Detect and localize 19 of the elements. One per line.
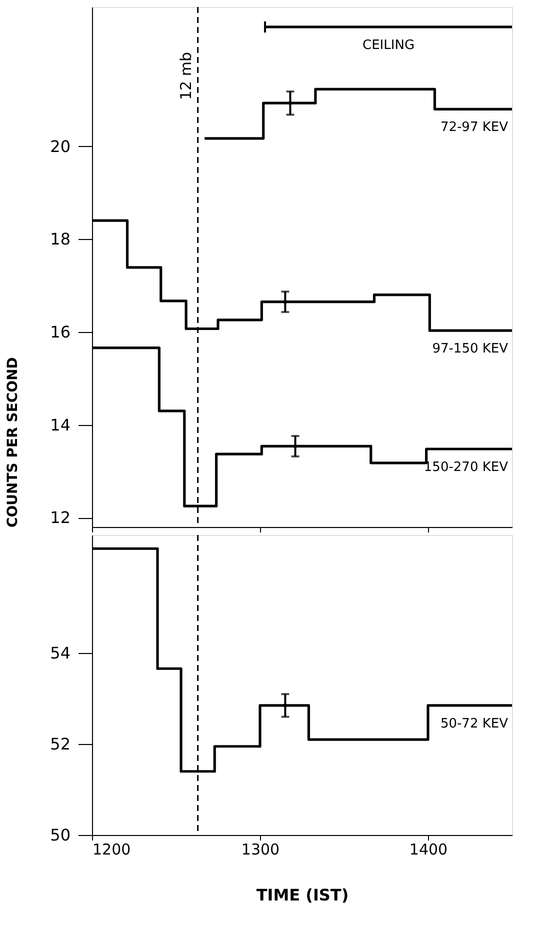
y-tick-label: 14 xyxy=(50,415,70,434)
ref-line-label: 12 mb xyxy=(176,52,195,100)
y-tick-label: 12 xyxy=(50,508,70,528)
series-label: 50-72 KEV xyxy=(440,716,508,732)
x-tick-label: 1200 xyxy=(92,840,131,858)
y-tick-label: 16 xyxy=(50,322,70,342)
series-label: CEILING xyxy=(362,38,415,53)
y-tick-label: 50 xyxy=(50,826,70,844)
y-tick-label: 18 xyxy=(50,230,70,249)
y-tick-label: 52 xyxy=(50,734,70,754)
series-label: 150-270 KEV xyxy=(424,460,508,475)
y-tick-label: 54 xyxy=(50,644,70,663)
x-tick-label: 1300 xyxy=(241,840,280,858)
series-label: 97-150 KEV xyxy=(432,342,508,357)
x-axis-title: TIME (IST) xyxy=(256,886,349,904)
x-tick-label: 1400 xyxy=(409,840,448,858)
y-tick-label: 20 xyxy=(50,136,70,156)
series-label: 72-97 KEV xyxy=(440,120,508,136)
y-axis-title: COUNTS PER SECOND xyxy=(5,357,22,528)
